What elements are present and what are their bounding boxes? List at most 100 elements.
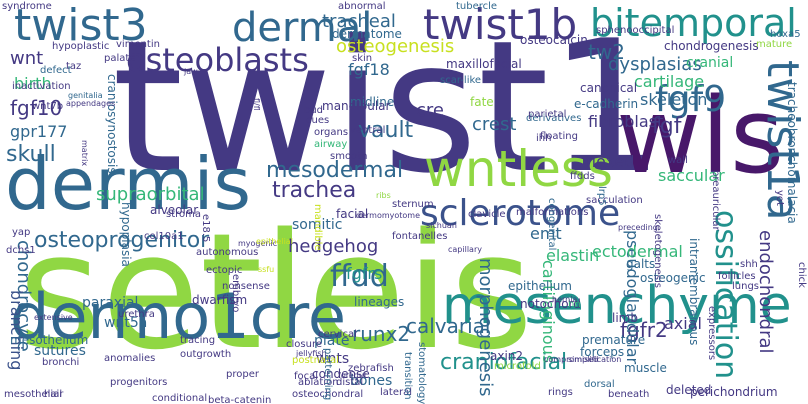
word-ectodermal: ectodermal xyxy=(592,242,683,261)
word-e18-5: e18.5 xyxy=(200,214,211,243)
word-ectopic: ectopic xyxy=(206,265,243,276)
word-fgf9: fgf9 xyxy=(655,79,727,120)
word-smooth: smooth xyxy=(330,151,368,162)
word-e-cadherin: e-cadherin xyxy=(574,97,639,111)
word-microfold: microfold xyxy=(494,361,541,372)
word-outgrowth: outgrowth xyxy=(180,349,232,360)
word-fontanelles: fontanelles xyxy=(392,231,448,242)
word-osteogenesis: osteogenesis xyxy=(336,36,455,57)
word-ffdd: ffdd xyxy=(330,259,389,294)
word-epithelial: epithelial xyxy=(256,237,293,246)
word-yap: yap xyxy=(12,227,31,238)
word-chondrogenesis: chondrogenesis xyxy=(664,39,759,53)
word-trachea: trachea xyxy=(272,178,357,203)
word-ablation: ablation xyxy=(298,377,339,388)
word-fgf10: fgf10 xyxy=(10,96,63,120)
word-shh: shh xyxy=(740,259,758,270)
word-craniofacial: craniofacial xyxy=(440,350,568,375)
word-lateral: lateral xyxy=(380,387,412,398)
word-urethra: urethra xyxy=(118,309,155,320)
word-ssfu: ssfu xyxy=(258,265,275,274)
word-axial: axial xyxy=(664,314,702,333)
word-myogenic: myogenic xyxy=(238,239,278,248)
word-mandibular: mandibular xyxy=(322,99,391,113)
word-transition: transition xyxy=(402,352,413,400)
word-congenital: congenital xyxy=(546,198,557,251)
word-fl-fl: fl/fl xyxy=(252,98,261,111)
word-conditional: conditional xyxy=(152,393,208,404)
word-tracheal: tracheal xyxy=(322,11,396,32)
word-vault: vault xyxy=(358,118,414,143)
word-deleted: deleted xyxy=(666,383,712,397)
word-wnts: wnts xyxy=(316,351,350,367)
word-dermo1cre: dermo1cre xyxy=(10,280,347,353)
word-fgf18: fgf18 xyxy=(348,60,390,79)
word-mesothelial: mesothelial xyxy=(4,389,63,400)
word-compromised: compromised xyxy=(544,355,599,364)
word-proper: proper xyxy=(226,369,259,380)
word-zebrafish: zebrafish xyxy=(348,363,394,374)
word-hypoplasia: hypoplasia xyxy=(119,202,133,267)
word-dwarfism: dwarfism xyxy=(192,293,248,307)
word-skull: skull xyxy=(6,142,56,167)
word-sacculation: sacculation xyxy=(586,195,643,206)
word-postnatal: postnatal xyxy=(292,355,339,366)
word-craniosynostosis: craniosynostosis xyxy=(105,74,119,174)
word-abnormal: abnormal xyxy=(338,1,386,12)
word-sclerotome: sclerotome xyxy=(420,193,621,234)
word-lungs: lungs xyxy=(732,281,760,292)
word-wnt: wnt xyxy=(10,48,44,69)
word-fate: fate xyxy=(470,95,494,109)
word-scar-like: scar-like xyxy=(440,75,482,86)
word-tubercle: tubercle xyxy=(456,1,498,12)
word-morphogenesis: morphogenesis xyxy=(475,258,496,397)
word-palate: palate xyxy=(104,53,136,64)
word-fgfr2: fgfr2 xyxy=(620,318,668,342)
word-skeleton: skeleton xyxy=(640,90,708,109)
word-tracing: tracing xyxy=(180,335,216,346)
word-cues: cues xyxy=(306,115,330,126)
word-extensive: extensive xyxy=(34,313,73,322)
word-fgfrs: fgfrs xyxy=(346,264,383,283)
word-parietal: parietal xyxy=(528,109,567,120)
word-capillary: capillary xyxy=(448,245,482,254)
word-autonomous: autonomous xyxy=(196,247,259,258)
word-paraxial: paraxial xyxy=(82,295,139,311)
word-bronchi: bronchi xyxy=(42,357,80,368)
word-cartilaginous: cartilaginous xyxy=(539,260,558,364)
word-alveolar: alveolar xyxy=(150,203,199,217)
word-runx2: runx2 xyxy=(352,322,411,346)
word-hh: hh xyxy=(568,299,581,310)
word-rings: rings xyxy=(548,387,573,398)
word-crest: crest xyxy=(472,114,517,135)
word-mesothelium: mesothelium xyxy=(10,333,89,347)
word-muscle: muscle xyxy=(624,361,667,375)
word-setleis: setleis xyxy=(18,198,534,385)
word-branching: branching xyxy=(7,290,26,371)
word-floxed: floxed xyxy=(586,152,635,171)
word-tracheobronchomalacia: tracheobronchomalacia xyxy=(785,82,799,224)
word-wnt7b: wnt7b xyxy=(32,101,64,112)
word-dysplasias: dysplasias xyxy=(608,54,702,75)
word-osteochondral: osteochondral xyxy=(292,389,364,400)
word-cartilage: cartilage xyxy=(634,72,705,91)
word-cranial: cranial xyxy=(686,55,734,71)
word-dermatome: dermatome xyxy=(332,27,402,41)
word-osteoblasts: osteoblasts xyxy=(126,41,309,79)
word-vimentin: vimentin xyxy=(116,39,160,50)
word-dermomyotome: dermomyotome xyxy=(356,211,421,220)
word-organs: organs xyxy=(314,127,349,138)
word-stroma: stroma xyxy=(166,209,202,220)
word-skin: skin xyxy=(352,53,373,64)
word-bitemporal: bitemporal xyxy=(590,1,797,45)
word-jaw: jaw xyxy=(184,67,198,76)
word-wls: wls xyxy=(616,75,785,197)
word-mandible: mandible xyxy=(312,204,323,251)
word-yot: yot xyxy=(774,190,785,206)
word-dchs1: dchs1 xyxy=(6,245,36,256)
word-osteocalcin: osteocalcin xyxy=(520,33,588,47)
word-osteogenic: osteogenic xyxy=(640,271,706,285)
word-patterning: patterning xyxy=(322,348,333,401)
word-beta-catenin: beta-catenin xyxy=(208,395,272,404)
word-preauricular: preauricular xyxy=(710,170,721,231)
